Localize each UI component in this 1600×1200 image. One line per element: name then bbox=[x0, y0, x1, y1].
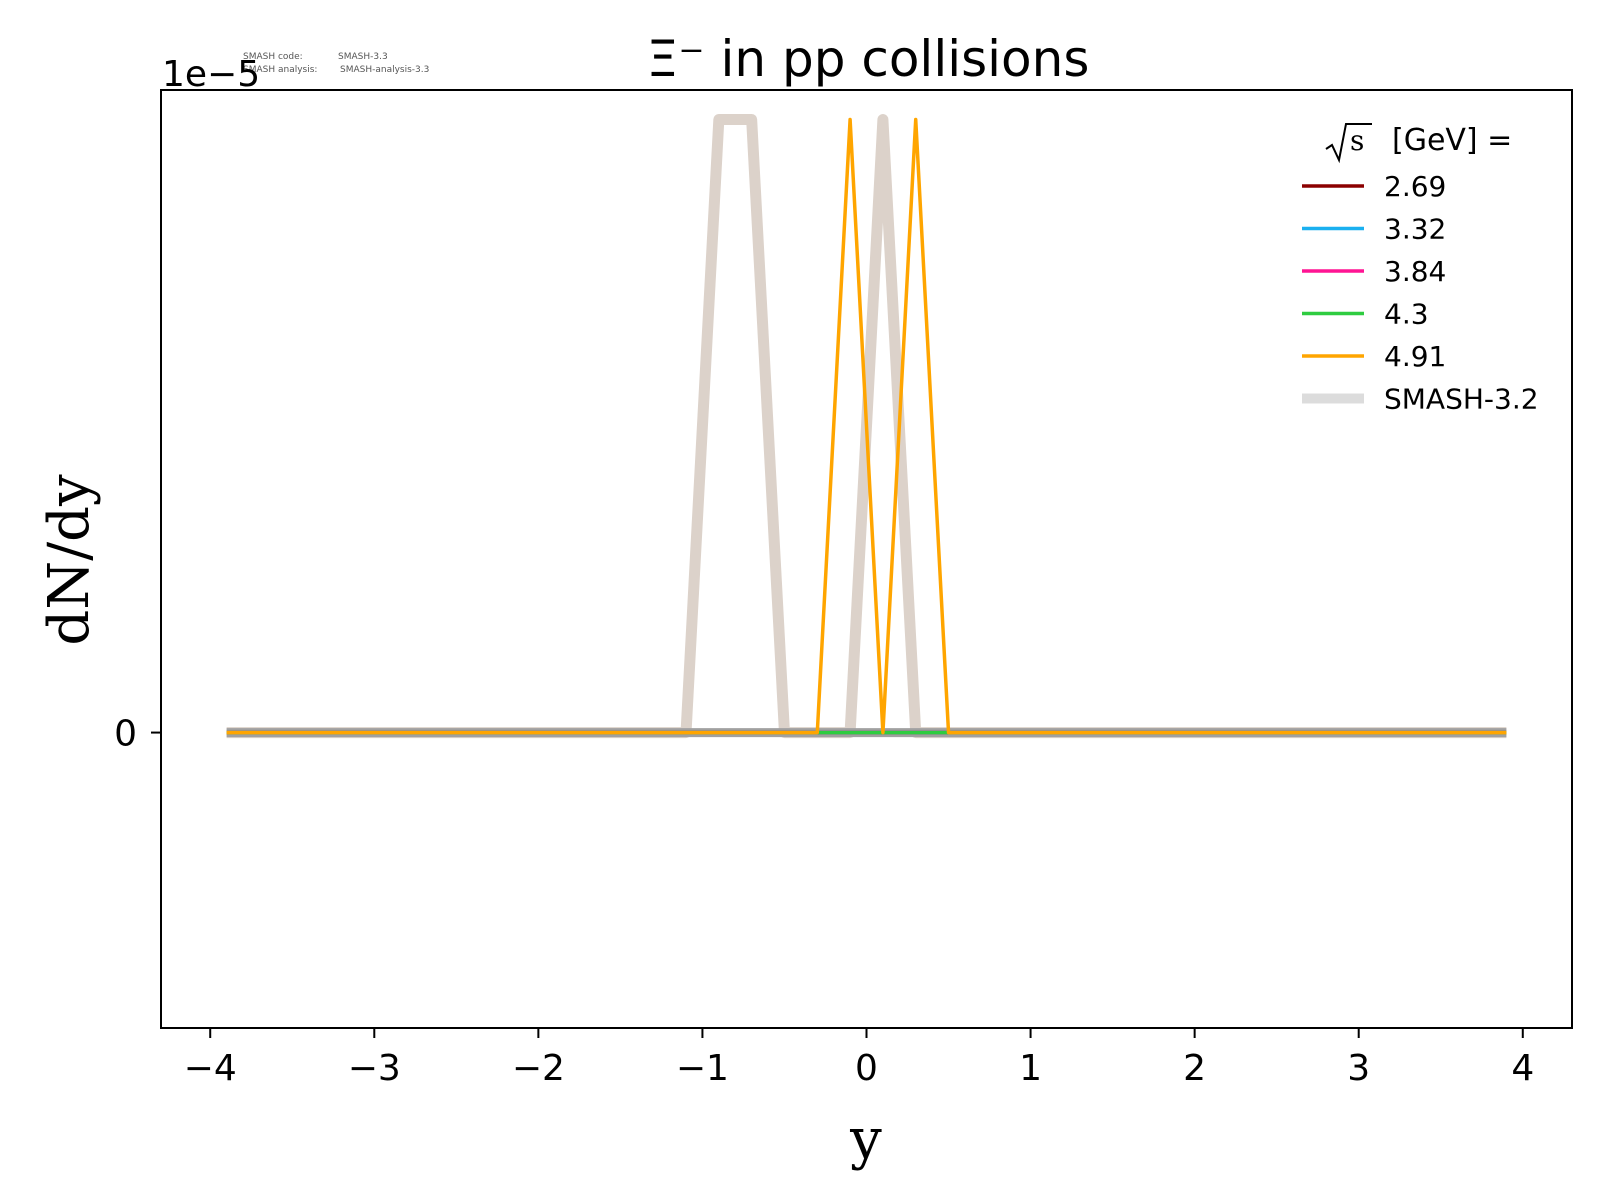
legend-label: 2.69 bbox=[1384, 170, 1446, 203]
sqrt-symbol bbox=[1325, 123, 1372, 164]
meta-code-label: SMASH code: bbox=[243, 52, 303, 62]
x-tick-label: 1 bbox=[1019, 1048, 1042, 1089]
legend-label: 4.91 bbox=[1384, 340, 1446, 373]
y-offset-label: 1e−5 bbox=[162, 54, 260, 95]
y-axis: 02468 bbox=[114, 714, 161, 755]
x-tick-label: −2 bbox=[512, 1048, 565, 1089]
x-tick-label: 2 bbox=[1183, 1048, 1206, 1089]
legend-entries: 2.69 3.32 3.84 4.3 4.91 SMASH-3.2 bbox=[1302, 170, 1539, 416]
series-layer bbox=[226, 114, 1507, 739]
legend-label: 3.32 bbox=[1384, 213, 1446, 246]
legend-title-var: s bbox=[1350, 124, 1364, 157]
version-annotation: SMASH code: SMASH-3.3 SMASH analysis: SM… bbox=[243, 52, 429, 75]
legend-title: s [GeV] = bbox=[1325, 123, 1512, 164]
x-tick-label: 3 bbox=[1347, 1048, 1370, 1089]
legend-label: 4.3 bbox=[1384, 298, 1429, 331]
y-tick-label: 0 bbox=[114, 714, 137, 755]
legend-label: SMASH-3.2 bbox=[1384, 383, 1539, 416]
meta-analysis-value: SMASH-analysis-3.3 bbox=[340, 65, 429, 75]
chart-title: Ξ⁻ in pp collisions bbox=[647, 30, 1090, 88]
legend-title-unit: [GeV] = bbox=[1392, 123, 1512, 158]
legend-label: 3.84 bbox=[1384, 255, 1446, 288]
legend: s [GeV] = 2.69 3.32 3.84 4.3 4.91 SMASH-3.2 bbox=[1302, 123, 1539, 416]
x-axis: −4 −3 −2 −1 0 1 2 3 4 bbox=[184, 1028, 1534, 1089]
x-tick-label: 4 bbox=[1511, 1048, 1534, 1089]
meta-code-value: SMASH-3.3 bbox=[338, 52, 388, 62]
series-line-4-91 bbox=[226, 117, 1507, 735]
plot-frame bbox=[160, 89, 1573, 1029]
plot-area bbox=[226, 114, 1507, 739]
x-tick-label: 0 bbox=[855, 1048, 878, 1089]
x-tick-label: −4 bbox=[184, 1048, 237, 1089]
x-axis-label: y bbox=[849, 1107, 882, 1172]
meta-analysis-label: SMASH analysis: bbox=[243, 65, 317, 75]
y-axis-label: dN/dy bbox=[37, 474, 102, 646]
x-tick-label: −3 bbox=[348, 1048, 401, 1089]
x-tick-label: −1 bbox=[676, 1048, 729, 1089]
